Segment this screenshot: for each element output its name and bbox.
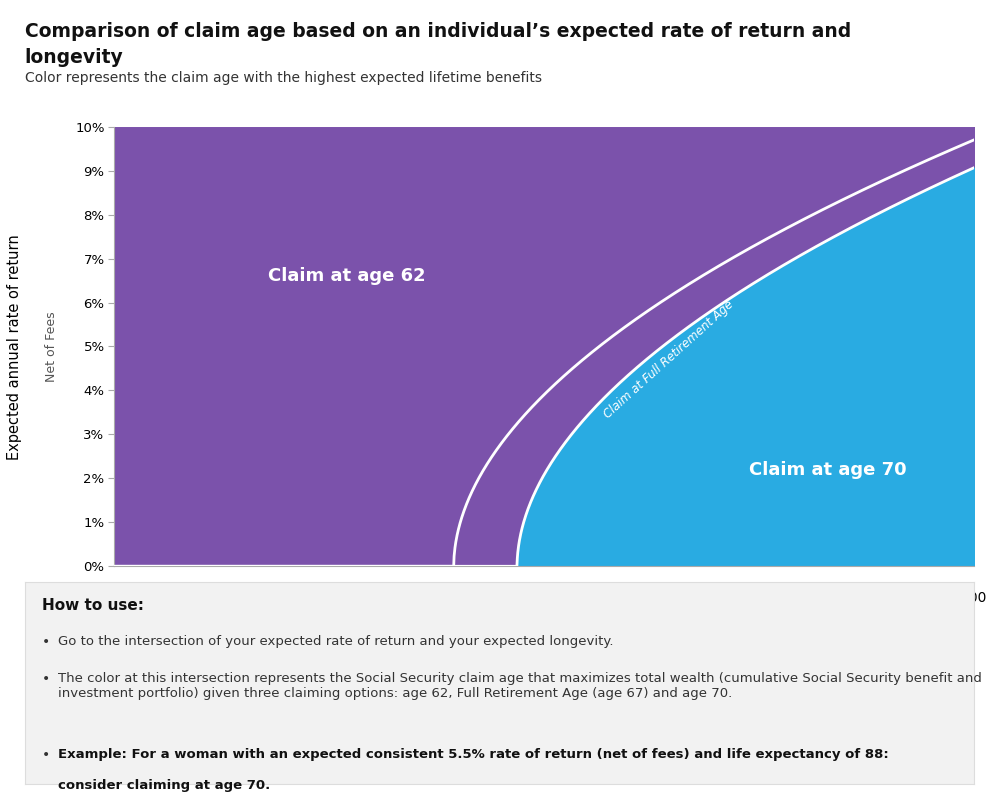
Text: Expected annual rate of return: Expected annual rate of return [7, 234, 23, 460]
Text: longevity: longevity [25, 48, 123, 67]
Text: Net of Fees: Net of Fees [45, 311, 59, 383]
Text: Example: For a woman with an expected consistent 5.5% rate of return (net of fee: Example: For a woman with an expected co… [58, 748, 889, 761]
Text: How to use:: How to use: [42, 598, 144, 613]
X-axis label: Expected longevity: Expected longevity [462, 644, 626, 659]
Text: Claim at age 62: Claim at age 62 [267, 267, 425, 285]
Text: •: • [42, 748, 50, 762]
Text: Claim at Full Retirement Age: Claim at Full Retirement Age [601, 298, 736, 421]
Text: Comparison of claim age based on an individual’s expected rate of return and: Comparison of claim age based on an indi… [25, 22, 851, 41]
Text: •: • [42, 672, 50, 686]
Text: Color represents the claim age with the highest expected lifetime benefits: Color represents the claim age with the … [25, 71, 542, 86]
Text: The color at this intersection represents the Social Security claim age that max: The color at this intersection represent… [58, 672, 982, 700]
Text: Claim at age 70: Claim at age 70 [749, 461, 907, 478]
Text: consider claiming at age 70.: consider claiming at age 70. [58, 779, 270, 792]
Text: •: • [42, 634, 50, 649]
Text: Go to the intersection of your expected rate of return and your expected longevi: Go to the intersection of your expected … [58, 634, 613, 648]
